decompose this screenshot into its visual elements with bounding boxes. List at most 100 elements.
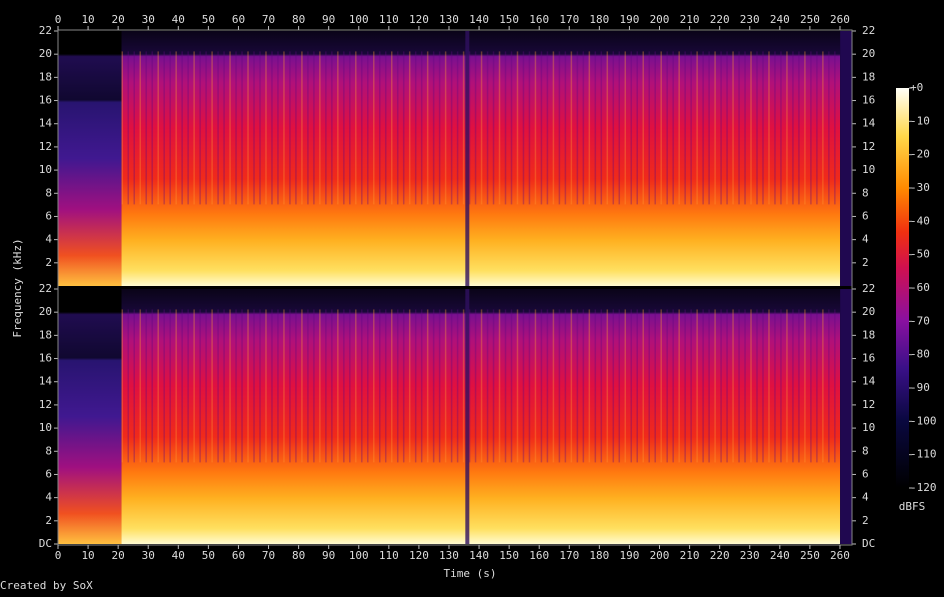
x-axis-label: Time (s): [444, 567, 497, 580]
x-tick-label: 140: [469, 13, 489, 26]
spectrogram-streak: [271, 51, 273, 205]
spectrogram-streak: [822, 309, 824, 463]
spectrogram-streak: [253, 51, 255, 205]
x-tick-label: 60: [232, 13, 245, 26]
spectrogram-streak: [792, 51, 794, 205]
spectrogram-streak: [510, 51, 513, 205]
spectrogram-streak: [432, 309, 435, 463]
spectrogram-streak: [361, 309, 363, 463]
x-tick-label: 130: [439, 549, 459, 562]
spectrogram-streak: [570, 309, 573, 463]
spectrogram-streak: [600, 51, 603, 205]
spectrogram-streak: [582, 51, 585, 205]
x-tick-label: 240: [770, 549, 790, 562]
y-tick-label: 22: [862, 24, 875, 37]
x-tick-label: 190: [620, 549, 640, 562]
colorbar-tick-label: -80: [910, 348, 930, 361]
spectrogram-streak: [390, 309, 393, 463]
spectrogram-streak: [295, 51, 297, 205]
y-tick-label: 8: [862, 444, 869, 457]
y-tick-label: DC: [39, 537, 52, 550]
spectrogram-streak: [181, 51, 183, 205]
spectrogram-streak: [151, 309, 153, 463]
y-tick-label: 14: [862, 375, 876, 388]
spectrogram-streak: [732, 309, 734, 463]
spectrogram-streak: [624, 51, 627, 205]
spectrogram-streak: [283, 309, 285, 463]
x-tick-label: 30: [142, 549, 155, 562]
spectrogram-streak: [642, 309, 644, 463]
spectrogram-streak: [546, 309, 549, 463]
spectrogram-streak: [253, 309, 255, 463]
spectrogram-streak: [786, 51, 788, 205]
spectrogram-streak: [187, 51, 189, 205]
spectrogram-streak: [666, 309, 668, 463]
spectrogram-streak: [672, 309, 674, 463]
spectrogram-streak: [349, 51, 351, 205]
spectrogram-streak: [744, 309, 746, 463]
spectrogram-streak: [211, 51, 213, 205]
colorbar-tick-label: -30: [910, 181, 930, 194]
spectrogram-streak: [307, 51, 309, 205]
spectrogram-streak: [744, 51, 746, 205]
x-tick-label: 140: [469, 549, 489, 562]
spectrogram-streak: [420, 51, 423, 205]
x-tick-label: 220: [710, 549, 730, 562]
x-tick-label: 0: [55, 13, 62, 26]
spectrogram-streak: [564, 51, 567, 205]
x-tick-label: 30: [142, 13, 155, 26]
spectrogram-streak: [229, 309, 231, 463]
spectrogram-streak: [408, 51, 411, 205]
y-tick-label: 18: [39, 70, 52, 83]
spectrogram-streak: [672, 51, 674, 205]
x-tick-label: 110: [379, 13, 399, 26]
spectrogram-streak: [720, 51, 722, 205]
y-tick-label: 20: [39, 47, 52, 60]
y-tick-label: 6: [45, 467, 52, 480]
spectrogram-gap: [465, 289, 470, 544]
spectrogram-streak: [774, 51, 776, 205]
spectrogram-streak: [486, 309, 489, 463]
spectrogram-streak: [762, 51, 764, 205]
spectrogram-streak: [486, 51, 489, 205]
y-tick-label: 4: [45, 233, 52, 246]
spectrogram-streak: [780, 51, 782, 205]
spectrogram-streak: [498, 309, 501, 463]
spectrogram-streak: [145, 309, 147, 463]
x-tick-label: 70: [262, 13, 275, 26]
spectrogram-streak: [331, 51, 333, 205]
spectrogram-streak: [301, 51, 303, 205]
y-tick-label: 20: [862, 305, 875, 318]
spectrogram-streak: [438, 51, 441, 205]
x-tick-label: 120: [409, 13, 429, 26]
spectrogram-streak: [169, 51, 171, 205]
y-tick-label: 4: [45, 491, 52, 504]
x-tick-label: 150: [499, 549, 519, 562]
spectrogram-streak: [139, 309, 141, 463]
spectrogram-streak: [558, 51, 561, 205]
spectrogram-streak: [636, 309, 638, 463]
spectrogram-streak: [540, 51, 543, 205]
spectrogram-streak: [133, 309, 135, 463]
spectrogram-streak: [301, 309, 303, 463]
spectrogram-streak: [157, 51, 159, 205]
spectrogram-streak: [660, 309, 662, 463]
spectrogram-streak: [576, 51, 579, 205]
x-tick-label: 210: [680, 13, 700, 26]
spectrogram-streak: [247, 51, 249, 205]
spectrogram-streak: [828, 51, 830, 205]
x-tick-label: 170: [559, 549, 579, 562]
y-tick-label: 12: [862, 398, 875, 411]
spectrogram-streak: [349, 309, 351, 463]
spectrogram-streak: [402, 51, 405, 205]
spectrogram-streak: [804, 51, 806, 205]
y-tick-label: 10: [39, 163, 52, 176]
spectrogram-streak: [163, 309, 165, 463]
spectrogram-streak: [259, 309, 261, 463]
colorbar-tick-label: -50: [910, 248, 930, 261]
spectrogram-streak: [504, 51, 507, 205]
spectrogram-streak: [510, 309, 513, 463]
spectrogram-streak: [133, 51, 135, 205]
spectrogram-streak: [426, 309, 429, 463]
